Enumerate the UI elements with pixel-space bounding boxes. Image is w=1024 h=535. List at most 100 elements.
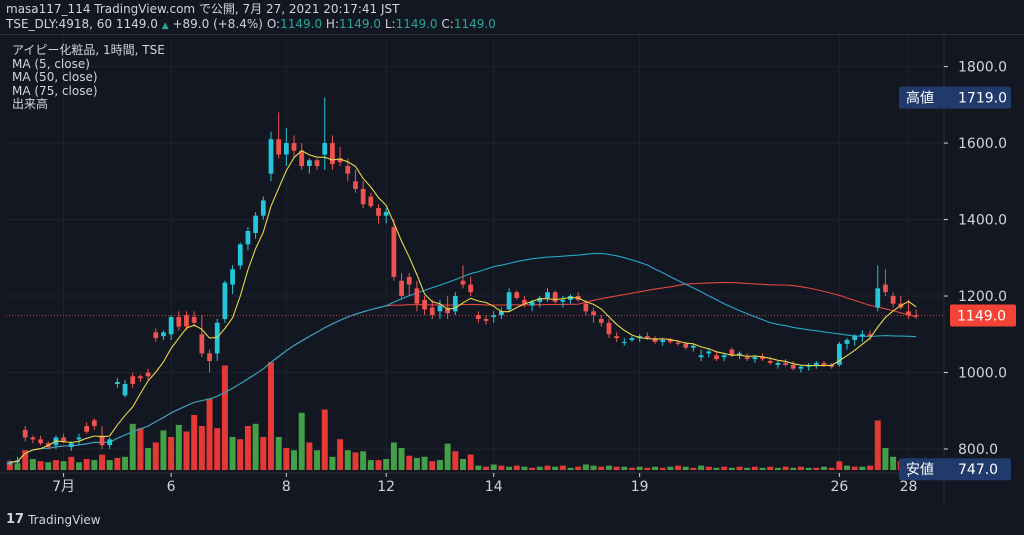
volume-bar [175, 424, 182, 470]
candle-body [253, 215, 259, 233]
candle-body [414, 288, 420, 304]
candle-body [76, 437, 82, 440]
footer-brand[interactable]: 17 TradingView [6, 512, 101, 527]
candle-body [314, 160, 320, 167]
volume-bar [321, 409, 328, 470]
volume-bar [644, 467, 651, 470]
volume-bar [260, 437, 267, 470]
candle-body [184, 315, 189, 327]
price-change: +89.0 (+8.4%) [172, 17, 263, 31]
candle [860, 330, 865, 342]
candle-body [145, 372, 151, 377]
volume-bar [60, 461, 67, 470]
legend-ma50: MA (50, close) [12, 70, 98, 84]
candle-body [499, 311, 504, 316]
candle [913, 309, 919, 319]
candle-body [468, 284, 474, 293]
price-tick-label: 800.0 [958, 442, 998, 458]
candle [598, 315, 604, 327]
volume-bar [536, 466, 543, 470]
candle-body [744, 357, 750, 360]
candle-body [230, 269, 235, 285]
volume-bar [452, 451, 459, 470]
candle-body [30, 437, 36, 440]
candle [176, 311, 182, 331]
candle-body [790, 364, 796, 369]
candle [552, 290, 558, 304]
volume-bar [352, 452, 359, 470]
candle-body [207, 353, 212, 362]
candle-body [191, 317, 197, 323]
candle [138, 374, 143, 383]
candle-body [445, 307, 451, 314]
high-badge-label: 高値 [906, 90, 934, 107]
volume-bar [774, 467, 781, 470]
volume-bar [83, 459, 90, 470]
volume-bar [506, 466, 513, 470]
volume-bar [713, 467, 720, 470]
volume-bar [590, 465, 597, 470]
volume-bar [744, 467, 751, 470]
volume-bar [698, 465, 705, 470]
candle-body [852, 336, 858, 340]
candle [890, 292, 896, 308]
volume-bar [183, 431, 190, 470]
volume-bar [329, 456, 336, 470]
volume-bar [483, 466, 490, 470]
candle [330, 135, 335, 170]
candle-body [913, 315, 919, 317]
candle [475, 311, 481, 323]
candle-body [545, 292, 550, 298]
volume-bar [882, 448, 889, 470]
candle-body [391, 227, 397, 277]
volume-bar [751, 466, 758, 470]
candle [199, 315, 205, 358]
candle-body [360, 188, 366, 205]
candle [114, 378, 120, 388]
high-value: 1149.0 [339, 17, 381, 31]
candle-body [506, 292, 512, 310]
candle [491, 311, 497, 323]
ohlc-bar: TSE_DLY:4918, 60 1149.0 ▲ +89.0 (+8.4%) … [6, 17, 496, 33]
volume-bar [659, 467, 666, 470]
volume-bar [252, 423, 259, 470]
candle-body [767, 361, 773, 363]
candle [437, 299, 443, 319]
candle-body [706, 351, 712, 354]
candle-body [883, 284, 888, 293]
candle-body [583, 303, 589, 312]
candle-body [552, 292, 558, 302]
volume-bar [91, 460, 98, 470]
candle [614, 332, 619, 342]
candle [22, 426, 28, 442]
candle-body [383, 211, 389, 216]
candle [153, 328, 159, 342]
volume-bar [521, 466, 528, 470]
candle-body [629, 338, 635, 340]
volume-bar [628, 467, 635, 470]
candle [452, 292, 458, 316]
candle [575, 292, 581, 302]
volume-bar [820, 466, 827, 470]
high-label: H: [325, 17, 339, 31]
candle [621, 338, 627, 346]
volume-bar [267, 362, 274, 470]
candle [583, 299, 589, 316]
candle [130, 372, 136, 388]
candle [744, 353, 750, 362]
candle-body [721, 355, 727, 358]
volume-bar [99, 454, 106, 470]
candle-body [368, 196, 374, 207]
candle-body [345, 166, 351, 174]
candle-body [683, 343, 689, 348]
candle-body [798, 366, 804, 369]
candle [161, 330, 166, 340]
volume-bar [37, 461, 44, 470]
volume-bar [22, 450, 29, 470]
candle-body [890, 296, 896, 304]
volume-bar [390, 442, 397, 470]
candle [844, 338, 850, 350]
tradingview-logo-icon: 17 [6, 512, 25, 527]
candle [806, 362, 812, 371]
